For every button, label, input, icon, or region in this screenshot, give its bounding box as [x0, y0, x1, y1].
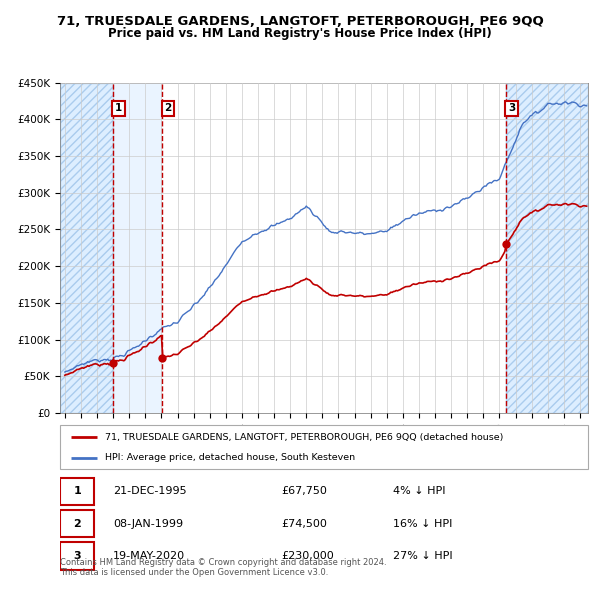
Text: 16% ↓ HPI: 16% ↓ HPI — [392, 519, 452, 529]
FancyBboxPatch shape — [60, 510, 94, 537]
Bar — [60, 83, 113, 413]
Bar — [162, 83, 506, 413]
Bar — [506, 83, 588, 413]
Bar — [113, 83, 162, 413]
Text: 4% ↓ HPI: 4% ↓ HPI — [392, 486, 445, 496]
Text: 2: 2 — [164, 103, 172, 113]
Text: 3: 3 — [73, 551, 81, 561]
Text: 1: 1 — [73, 486, 81, 496]
Text: 19-MAY-2020: 19-MAY-2020 — [113, 551, 185, 561]
Text: 08-JAN-1999: 08-JAN-1999 — [113, 519, 183, 529]
FancyBboxPatch shape — [60, 425, 588, 469]
Text: £230,000: £230,000 — [282, 551, 335, 561]
Text: 71, TRUESDALE GARDENS, LANGTOFT, PETERBOROUGH, PE6 9QQ (detached house): 71, TRUESDALE GARDENS, LANGTOFT, PETERBO… — [105, 432, 503, 442]
Text: 3: 3 — [508, 103, 515, 113]
Text: £67,750: £67,750 — [282, 486, 328, 496]
Text: 1: 1 — [115, 103, 122, 113]
Text: HPI: Average price, detached house, South Kesteven: HPI: Average price, detached house, Sout… — [105, 454, 355, 463]
Text: £74,500: £74,500 — [282, 519, 328, 529]
Text: Price paid vs. HM Land Registry's House Price Index (HPI): Price paid vs. HM Land Registry's House … — [108, 27, 492, 40]
FancyBboxPatch shape — [60, 542, 94, 570]
Text: 27% ↓ HPI: 27% ↓ HPI — [392, 551, 452, 561]
Text: 21-DEC-1995: 21-DEC-1995 — [113, 486, 187, 496]
Text: 71, TRUESDALE GARDENS, LANGTOFT, PETERBOROUGH, PE6 9QQ: 71, TRUESDALE GARDENS, LANGTOFT, PETERBO… — [56, 15, 544, 28]
Text: Contains HM Land Registry data © Crown copyright and database right 2024.
This d: Contains HM Land Registry data © Crown c… — [60, 558, 386, 577]
FancyBboxPatch shape — [60, 477, 94, 505]
Text: 2: 2 — [73, 519, 81, 529]
